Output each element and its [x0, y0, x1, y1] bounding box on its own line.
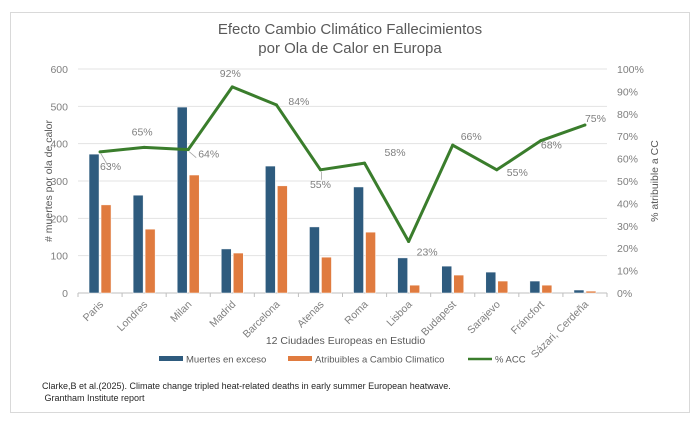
data-label-pct: 66% — [461, 131, 482, 143]
bar-atribuibles-cc — [585, 290, 597, 294]
line-pct-acc — [99, 85, 586, 243]
y-tick-label: 300 — [50, 176, 68, 188]
data-label-pct: 84% — [288, 96, 309, 108]
bar-atribuibles-cc — [233, 252, 244, 294]
data-label-pct: 64% — [198, 149, 219, 161]
y2-tick-label: 40% — [617, 198, 638, 210]
line-point — [363, 161, 367, 165]
data-label-pct: 55% — [310, 179, 331, 191]
bar-muertes-en-exceso — [176, 106, 188, 294]
y-tick-label: 0 — [62, 288, 68, 300]
data-label-pct: 68% — [541, 140, 562, 152]
bar-muertes-en-exceso — [265, 165, 276, 294]
bar-atribuibles-cc — [144, 228, 156, 294]
x-category-label: Budapest — [419, 299, 459, 339]
x-category-label: Londres — [115, 299, 150, 334]
y-tick-label: 200 — [50, 213, 68, 225]
x-category-label: Lisboa — [384, 299, 414, 329]
chart-title-line-2: por Ola de Calor en Europa — [258, 40, 442, 57]
bar-atribuibles-cc — [321, 256, 332, 294]
line-point — [98, 150, 102, 154]
y2-axis-title: % atribuible a CC — [649, 140, 661, 222]
source-line-1: Clarke,B et al.(2025). Climate change tr… — [42, 381, 451, 391]
legend-pct-acc-label: % ACC — [495, 355, 526, 366]
line-point — [539, 139, 543, 143]
data-label-pct: 75% — [585, 113, 606, 125]
data-label-pct: 23% — [417, 246, 438, 258]
chart-frame — [10, 12, 690, 413]
bar-muertes-en-exceso — [309, 226, 320, 294]
bar-muertes-en-exceso — [441, 265, 452, 294]
bar-muertes-en-exceso — [88, 153, 100, 294]
line-point — [583, 123, 587, 127]
y2-tick-label: 20% — [617, 243, 638, 255]
x-category-label: Sarajevo — [465, 299, 503, 337]
chart-title-line-1: Efecto Cambio Climático Fallecimientos — [217, 21, 483, 38]
bar-muertes-en-exceso — [353, 186, 364, 294]
x-category-label: Madrid — [207, 299, 238, 330]
bar-muertes-en-exceso — [397, 257, 408, 294]
x-category-label: Atenas — [295, 299, 327, 331]
line-point — [274, 103, 278, 107]
source-citation: Clarke,B et al.(2025). Climate change tr… — [42, 380, 451, 404]
x-axis-title: 12 Ciudades Europeas en Estudio — [266, 335, 426, 347]
bar-muertes-en-exceso — [132, 194, 144, 294]
bar-atribuibles-cc — [453, 274, 464, 294]
bar-atribuibles-cc — [541, 284, 553, 294]
line-point — [230, 85, 234, 89]
data-label-pct: 58% — [385, 147, 406, 159]
x-category-label: Fráncfort — [509, 299, 547, 337]
bar-atribuibles-cc — [188, 174, 200, 294]
bar-atribuibles-cc — [100, 204, 112, 294]
y-tick-label: 500 — [50, 101, 68, 113]
x-category-label: Milan — [168, 299, 194, 325]
bar-muertes-en-exceso — [485, 271, 497, 294]
line-point — [318, 168, 322, 172]
x-category-label: Roma — [342, 299, 370, 327]
y-tick-label: 400 — [50, 139, 68, 151]
bar-atribuibles-cc — [277, 185, 288, 294]
bar-atribuibles-cc — [365, 231, 376, 294]
line-point — [186, 148, 190, 152]
y2-tick-label: 80% — [617, 109, 638, 121]
y2-tick-label: 0% — [617, 288, 632, 300]
leader-line — [188, 151, 197, 158]
data-label-pct: 63% — [100, 161, 121, 173]
chart-title: Efecto Cambio Climático Fallecimientos p… — [0, 20, 700, 58]
bar-atribuibles-cc — [409, 284, 420, 294]
y2-tick-label: 90% — [617, 86, 638, 98]
y2-tick-label: 30% — [617, 221, 638, 233]
y2-tick-label: 10% — [617, 266, 638, 278]
line-point — [407, 239, 411, 243]
leader-line — [100, 153, 109, 167]
line-point — [142, 145, 146, 149]
bar-muertes-en-exceso — [573, 289, 585, 294]
y2-tick-label: 60% — [617, 154, 638, 166]
legend-muertes-en-exceso-label: Muertes en exceso — [186, 355, 266, 366]
y2-tick-label: 100% — [617, 64, 644, 76]
bar-muertes-en-exceso — [529, 280, 541, 294]
legend-atribuibles-cc-swatch — [288, 356, 312, 361]
line-point — [495, 168, 499, 172]
line-point — [451, 143, 455, 147]
y2-tick-label: 70% — [617, 131, 638, 143]
legend-atribuibles-cc-label: Atribuibles a Cambio Climatico — [315, 355, 444, 366]
y-axis-title: # muertes por ola de calor — [43, 120, 55, 242]
y-tick-label: 100 — [50, 251, 68, 263]
data-label-pct: 65% — [132, 126, 153, 138]
y2-tick-label: 50% — [617, 176, 638, 188]
data-label-pct: 92% — [220, 68, 241, 80]
data-label-pct: 55% — [507, 167, 528, 179]
x-category-label: Paris — [81, 299, 106, 324]
y-tick-label: 600 — [50, 64, 68, 76]
legend-muertes-en-exceso-swatch — [159, 356, 183, 361]
bar-muertes-en-exceso — [221, 248, 232, 294]
source-line-2: Grantham Institute report — [42, 393, 145, 403]
bar-atribuibles-cc — [497, 280, 509, 294]
